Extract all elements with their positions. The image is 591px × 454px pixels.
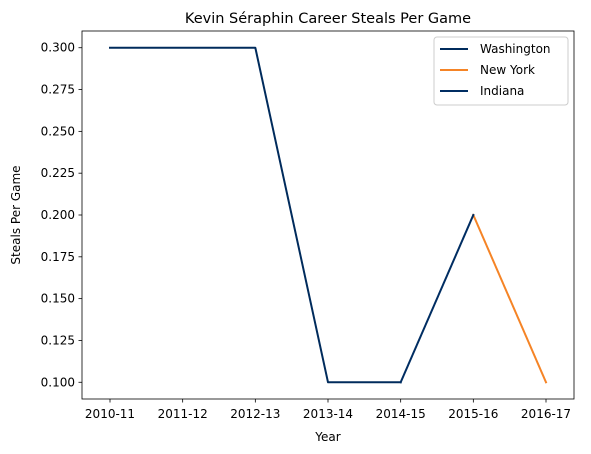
series-line-indiana bbox=[399, 213, 475, 384]
y-tick-label: 0.150 bbox=[41, 292, 75, 306]
y-tick-label: 0.300 bbox=[41, 41, 75, 55]
y-axis: 0.100 0.125 0.150 0.175 0.200 0.225 0.250 0.275… bbox=[41, 41, 82, 389]
x-tick-label: 2012-13 bbox=[230, 407, 280, 421]
legend-label: New York bbox=[480, 63, 535, 77]
legend-box bbox=[433, 36, 569, 106]
x-tick-label: 2014-15 bbox=[376, 407, 426, 421]
series-line-new-york bbox=[472, 213, 548, 384]
y-tick-label: 0.275 bbox=[41, 83, 75, 97]
y-tick-label: 0.125 bbox=[41, 333, 75, 347]
x-tick-label: 2010-11 bbox=[85, 407, 135, 421]
legend-label: Washington bbox=[480, 42, 551, 56]
x-axis: 2010-11 2011-12 2012-13 2013-14 2014-15 2015-… bbox=[85, 399, 571, 421]
series-layer bbox=[109, 46, 548, 384]
y-tick-label: 0.200 bbox=[41, 208, 75, 222]
legend-label: Indiana bbox=[480, 84, 524, 98]
y-tick-label: 0.225 bbox=[41, 166, 75, 180]
chart-title: Kevin Séraphin Career Steals Per Game bbox=[185, 11, 471, 27]
x-tick-label: 2011-12 bbox=[158, 407, 208, 421]
y-tick-label: 0.175 bbox=[41, 250, 75, 264]
y-axis-title: Steals Per Game bbox=[9, 165, 23, 264]
x-tick-label: 2013-14 bbox=[303, 407, 353, 421]
series-line-washington bbox=[109, 46, 402, 384]
x-axis-title: Year bbox=[314, 430, 340, 444]
x-tick-label: 2015-16 bbox=[448, 407, 498, 421]
y-tick-label: 0.250 bbox=[41, 124, 75, 138]
y-tick-label: 0.100 bbox=[41, 375, 75, 389]
x-tick-label: 2016-17 bbox=[521, 407, 571, 421]
legend: Washington New York Indiana bbox=[433, 36, 569, 106]
